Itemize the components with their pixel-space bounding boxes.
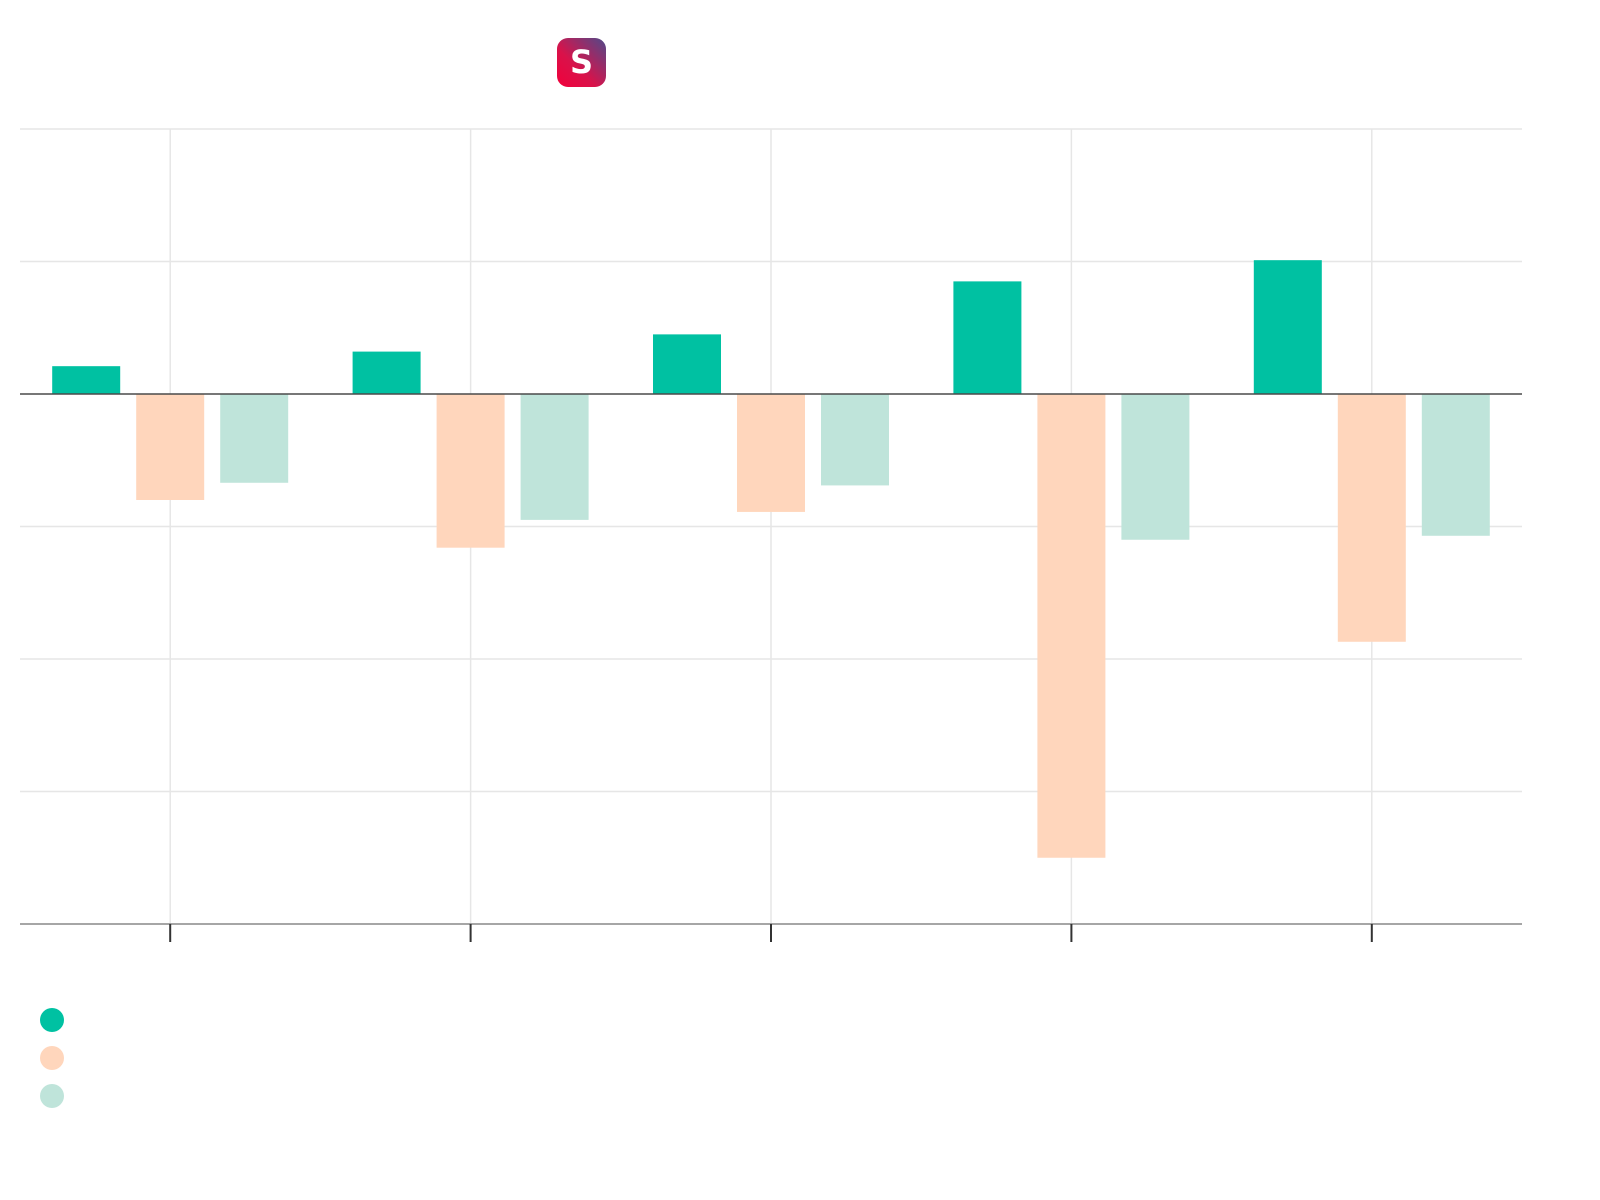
legend-dot-icon (40, 1084, 64, 1108)
bar-s0-c4 (1253, 260, 1322, 394)
chart-grid (20, 128, 1522, 924)
bar-s1-c1 (436, 394, 505, 548)
s-logo-icon: S (557, 38, 606, 87)
bar-s1-c4 (1337, 394, 1406, 642)
chart-axes (20, 393, 1522, 942)
chart-bars (52, 260, 1490, 858)
bar-s2-c3 (1121, 394, 1190, 540)
bar-s2-c4 (1421, 394, 1490, 536)
legend-dot-icon (40, 1046, 64, 1070)
bar-s1-c0 (136, 394, 205, 500)
bar-s2-c1 (520, 394, 589, 520)
bar-s1-c3 (1037, 394, 1106, 858)
legend-dot-icon (40, 1008, 64, 1032)
logo-letter: S (569, 43, 594, 81)
bar-s0-c2 (653, 334, 721, 394)
bar-s0-c0 (52, 366, 121, 394)
bar-s0-c1 (352, 351, 421, 394)
bar-s2-c2 (821, 394, 889, 486)
bar-s1-c2 (737, 394, 805, 512)
bar-s2-c0 (220, 394, 289, 483)
bar-s0-c3 (953, 281, 1022, 394)
